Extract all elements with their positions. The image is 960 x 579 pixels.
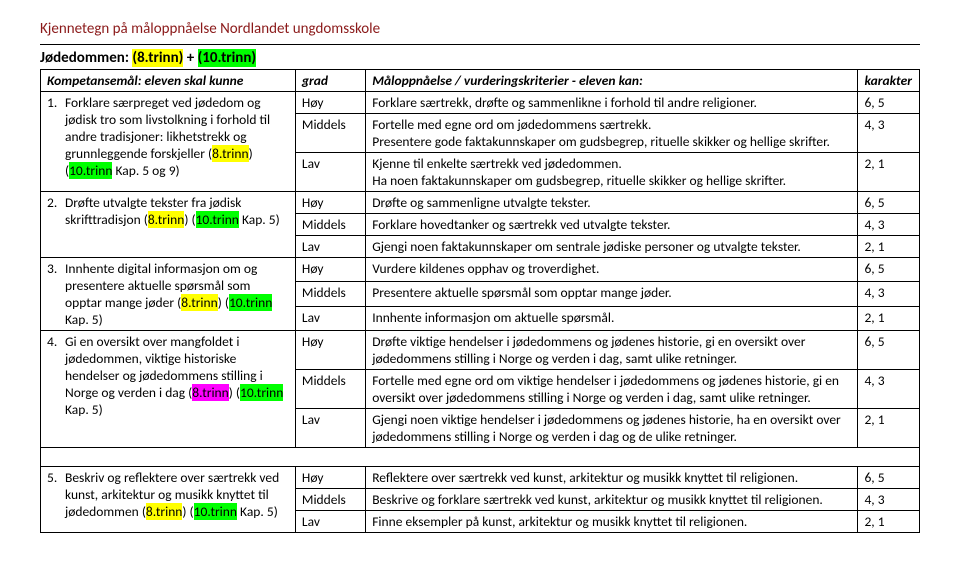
cell-grad: Lav	[295, 409, 365, 448]
highlight: 8.trinn	[146, 503, 182, 520]
item-number: 3.	[47, 260, 65, 277]
table-row: 4.Gi en oversikt over mangfoldet i jøded…	[41, 331, 920, 370]
cell-kar: 4, 3	[858, 114, 920, 153]
cell-grad: Lav	[295, 511, 365, 533]
highlight: 10.trinn	[194, 503, 237, 520]
cell-mal: Gjengi noen faktakunnskaper om sentrale …	[366, 236, 858, 258]
section-label: Jødedommen:	[40, 49, 129, 67]
highlight: 8.trinn	[192, 384, 228, 401]
highlight: 8.trinn	[181, 294, 217, 311]
cell-mal: Innhente informasjon om aktuelle spørsmå…	[366, 306, 858, 330]
gap-row	[41, 448, 920, 467]
table-row: 5.Beskriv og reflektere over særtrekk ve…	[41, 467, 920, 489]
cell-mal: Drøfte viktige hendelser i jødedommens o…	[366, 331, 858, 370]
cell-grad: Høy	[295, 331, 365, 370]
cell-grad: Middels	[295, 370, 365, 409]
cell-mal: Presentere aktuelle spørsmål som opptar …	[366, 282, 858, 306]
cell-kar: 2, 1	[858, 236, 920, 258]
cell-mal: Reflektere over særtrekk ved kunst, arki…	[366, 467, 858, 489]
table-row: 2.Drøfte utvalgte tekster fra jødisk skr…	[41, 192, 920, 214]
highlight: 10.trinn	[240, 384, 283, 401]
cell-kar: 4, 3	[858, 489, 920, 511]
cell-grad: Lav	[295, 153, 365, 192]
cell-kar: 4, 3	[858, 214, 920, 236]
item-text: Gi en oversikt over mangfoldet i jødedom…	[65, 333, 285, 418]
cell-kar: 2, 1	[858, 511, 920, 533]
cell-grad: Høy	[295, 258, 365, 282]
cell-mal: Vurdere kildenes opphav og troverdighet.	[366, 258, 858, 282]
item-text: Innhente digital informasjon om og prese…	[65, 260, 285, 328]
cell-kar: 2, 1	[858, 306, 920, 330]
item-number: 5.	[47, 469, 65, 486]
cell-kar: 6, 5	[858, 92, 920, 114]
cell-kar: 4, 3	[858, 370, 920, 409]
cell-komp: 2.Drøfte utvalgte tekster fra jødisk skr…	[41, 192, 296, 258]
cell-mal: Fortelle med egne ord om jødedommens sær…	[366, 114, 858, 153]
item-number: 2.	[47, 194, 65, 211]
cell-mal: Gjengi noen viktige hendelser i jødedomm…	[366, 409, 858, 448]
section-t10: (10.trinn)	[198, 49, 257, 67]
th-komp: Kompetansemål: eleven skal kunne	[41, 70, 296, 92]
item-number: 1.	[47, 94, 65, 111]
section-title: Jødedommen: (8.trinn) + (10.trinn)	[40, 49, 920, 67]
cell-grad: Lav	[295, 306, 365, 330]
cell-mal: Forklare hovedtanker og særtrekk ved utv…	[366, 214, 858, 236]
th-kar: karakter	[858, 70, 920, 92]
cell-komp: 3.Innhente digital informasjon om og pre…	[41, 258, 296, 331]
cell-grad: Høy	[295, 192, 365, 214]
cell-mal: Drøfte og sammenligne utvalgte tekster.	[366, 192, 858, 214]
cell-mal: Finne eksempler på kunst, arkitektur og …	[366, 511, 858, 533]
cell-kar: 4, 3	[858, 282, 920, 306]
table-row: 3.Innhente digital informasjon om og pre…	[41, 258, 920, 282]
highlight: 10.trinn	[69, 162, 112, 179]
divider	[40, 44, 920, 45]
cell-mal: Kjenne til enkelte særtrekk ved jødedomm…	[366, 153, 858, 192]
cell-kar: 2, 1	[858, 153, 920, 192]
cell-grad: Middels	[295, 114, 365, 153]
cell-grad: Høy	[295, 92, 365, 114]
th-mal: Måloppnåelse / vurderingskriterier - ele…	[366, 70, 858, 92]
highlight: 8.trinn	[148, 211, 184, 228]
cell-kar: 2, 1	[858, 409, 920, 448]
highlight: 10.trinn	[229, 294, 272, 311]
cell-komp: 1.Forklare særpreget ved jødedom og jødi…	[41, 92, 296, 192]
cell-grad: Høy	[295, 467, 365, 489]
section-t8: (8.trinn)	[132, 49, 183, 67]
item-text: Forklare særpreget ved jødedom og jødisk…	[65, 94, 285, 179]
cell-komp: 4.Gi en oversikt over mangfoldet i jøded…	[41, 331, 296, 448]
item-text: Drøfte utvalgte tekster fra jødisk skrif…	[65, 194, 285, 228]
cell-grad: Middels	[295, 214, 365, 236]
cell-grad: Middels	[295, 282, 365, 306]
cell-grad: Middels	[295, 489, 365, 511]
cell-grad: Lav	[295, 236, 365, 258]
cell-kar: 6, 5	[858, 467, 920, 489]
criteria-table: Kompetansemål: eleven skal kunne grad Må…	[40, 69, 920, 533]
table-row: 1.Forklare særpreget ved jødedom og jødi…	[41, 92, 920, 114]
cell-kar: 6, 5	[858, 258, 920, 282]
cell-kar: 6, 5	[858, 192, 920, 214]
cell-komp: 5.Beskriv og reflektere over særtrekk ve…	[41, 467, 296, 533]
cell-mal: Forklare særtrekk, drøfte og sammenlikne…	[366, 92, 858, 114]
th-grad: grad	[295, 70, 365, 92]
highlight: 10.trinn	[196, 211, 239, 228]
table-header-row: Kompetansemål: eleven skal kunne grad Må…	[41, 70, 920, 92]
item-text: Beskriv og reflektere over særtrekk ved …	[65, 469, 285, 520]
page-header: Kjennetegn på måloppnåelse Nordlandet un…	[40, 20, 920, 38]
section-plus: +	[183, 49, 197, 67]
cell-mal: Fortelle med egne ord om viktige hendels…	[366, 370, 858, 409]
item-number: 4.	[47, 333, 65, 350]
cell-kar: 6, 5	[858, 331, 920, 370]
cell-mal: Beskrive og forklare særtrekk ved kunst,…	[366, 489, 858, 511]
highlight: 8.trinn	[212, 145, 248, 162]
